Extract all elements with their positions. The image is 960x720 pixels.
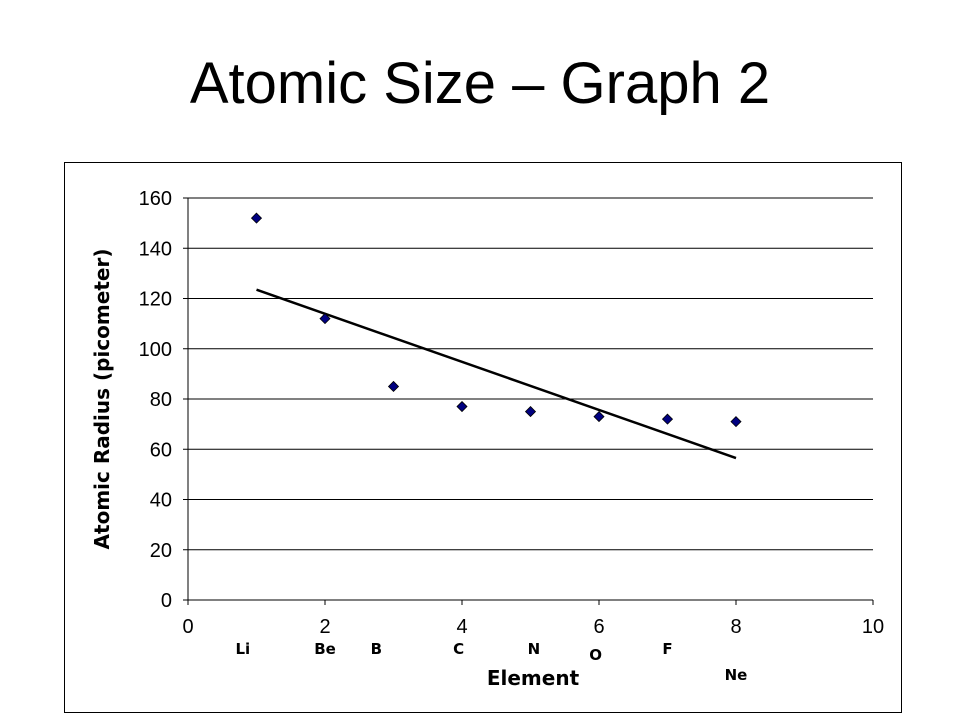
y-tick-label: 80 [150,389,172,411]
x-tick-label: 8 [730,616,741,638]
element-label: F [662,640,672,658]
x-tick-label: 0 [182,616,193,638]
data-point [593,411,605,423]
data-point [250,212,263,224]
x-tick-label: 2 [319,616,330,638]
y-tick-label: 120 [139,289,172,311]
x-tick-label: 6 [593,616,604,638]
grid-layer [188,197,873,551]
label-layer: Li Be B C N O F Ne [235,640,747,684]
x-axis-title: Element [487,666,580,690]
y-axis-title: Atomic Radius (picometer) [90,249,114,550]
chart-frame: 0 20 40 60 80 100 120 140 160 0 2 4 6 8 10 Li Be B C N O F Ne… [64,162,902,713]
element-label: Li [235,640,250,658]
data-point [730,416,742,428]
data-point [319,313,331,325]
y-tick-label: 160 [139,188,172,210]
y-tick-label: 40 [150,490,172,512]
x-tick-label: 4 [456,616,467,638]
data-point [661,413,674,425]
y-tick-label: 140 [139,238,172,260]
axis-layer: 0 20 40 60 80 100 120 140 160 0 2 4 6 8 10 [139,188,885,638]
element-label: C [453,640,464,658]
slide-title: Atomic Size – Graph 2 [189,51,771,116]
point-layer [250,212,742,428]
element-label: B [371,640,382,658]
y-tick-label: 100 [139,339,172,361]
data-point [456,400,468,413]
y-tick-label: 60 [150,439,172,461]
data-point [387,380,400,393]
y-tick-label: 0 [161,590,172,612]
trendline-layer [256,288,737,460]
scatter-chart: 0 20 40 60 80 100 120 140 160 0 2 4 6 8 10 Li Be B C N O F Ne… [90,188,885,690]
element-label: Ne [725,666,748,684]
data-point [524,405,537,418]
element-label: N [528,640,541,658]
x-tick-label: 10 [862,616,884,638]
y-tick-label: 20 [150,540,172,562]
element-label: Be [314,640,336,658]
trendline [256,288,737,460]
element-label: O [589,646,602,664]
